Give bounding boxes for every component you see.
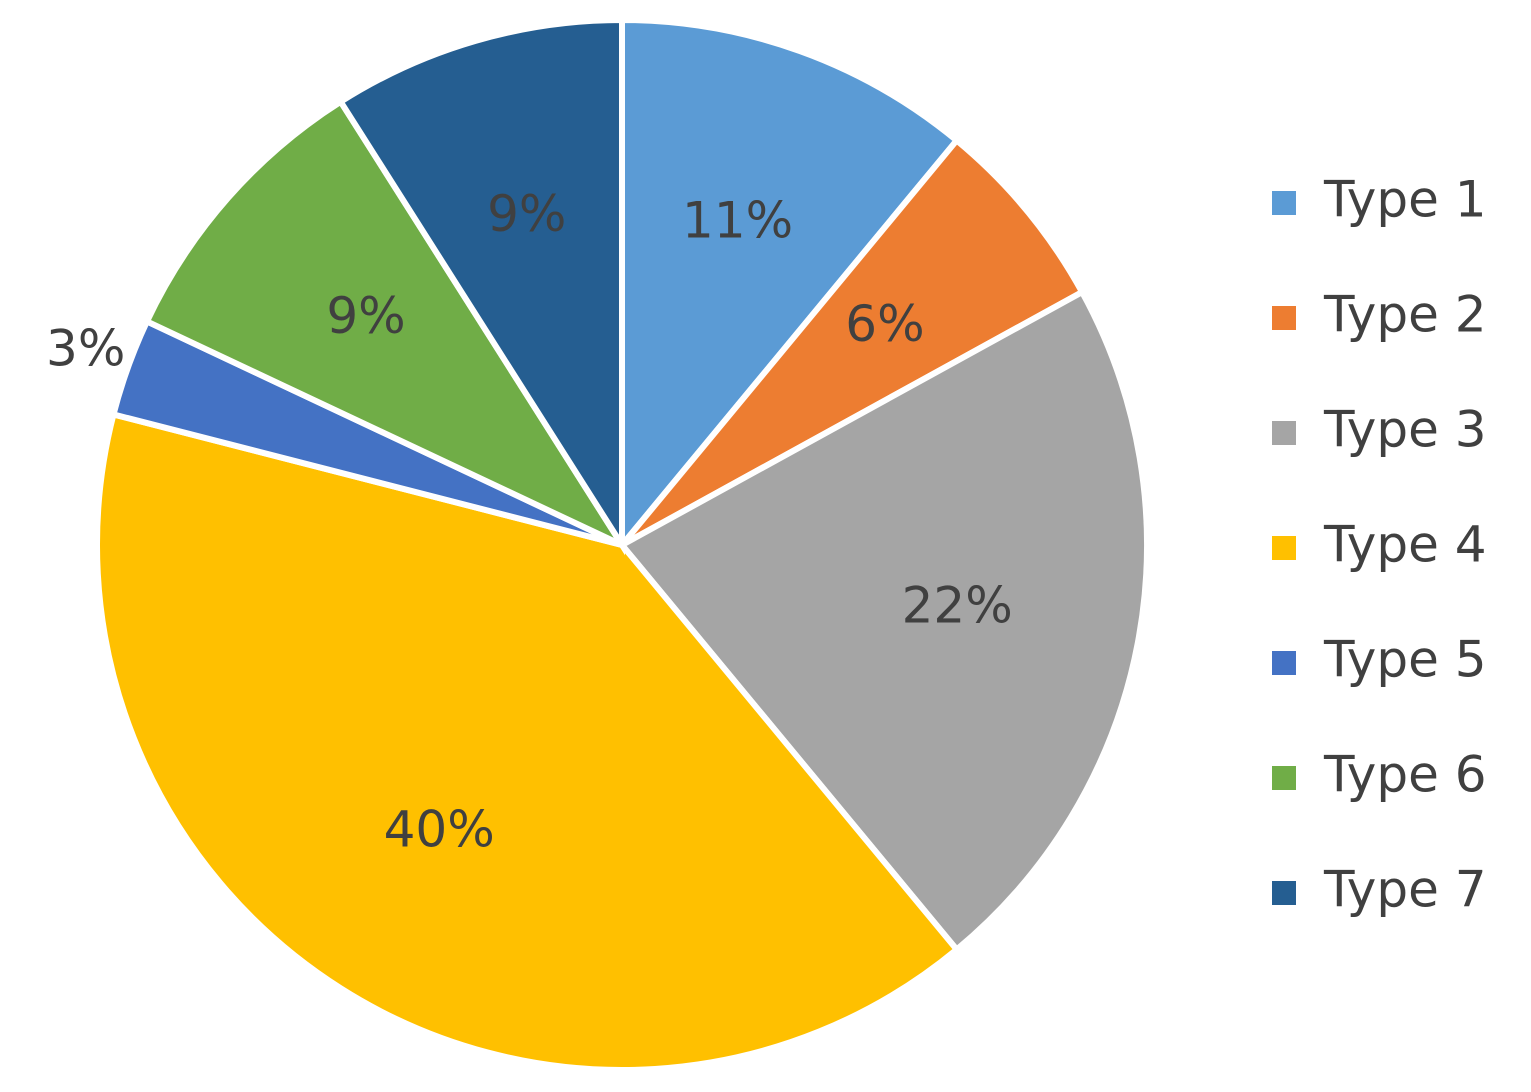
legend-swatch — [1272, 421, 1296, 445]
data-label: 9% — [487, 185, 566, 243]
data-label: 22% — [902, 576, 1013, 634]
data-label: 3% — [46, 319, 125, 377]
legend-label: Type 4 — [1323, 516, 1487, 574]
legend-swatch — [1272, 766, 1296, 790]
pie-slice — [619, 16, 961, 554]
legend-swatch — [1272, 306, 1296, 330]
legend-label: Type 3 — [1323, 401, 1487, 459]
legend-swatch — [1272, 191, 1296, 215]
data-label: 6% — [845, 295, 924, 353]
legend-swatch — [1272, 881, 1296, 905]
pie-slice — [94, 410, 961, 1073]
legend-label: Type 6 — [1323, 746, 1487, 804]
pie-slice — [142, 97, 631, 553]
data-label: 11% — [682, 191, 793, 249]
data-label: 40% — [384, 801, 495, 859]
legend-label: Type 7 — [1323, 861, 1487, 919]
pie-slice — [617, 288, 1150, 954]
pie-slice — [336, 16, 625, 556]
legend-swatch — [1272, 536, 1296, 560]
legend-label: Type 5 — [1323, 631, 1487, 689]
legend-label: Type 2 — [1323, 286, 1487, 344]
legend-swatch — [1272, 651, 1296, 675]
pie-slice — [619, 136, 1087, 548]
data-label: 9% — [326, 287, 405, 345]
legend-label: Type 1 — [1323, 171, 1487, 229]
